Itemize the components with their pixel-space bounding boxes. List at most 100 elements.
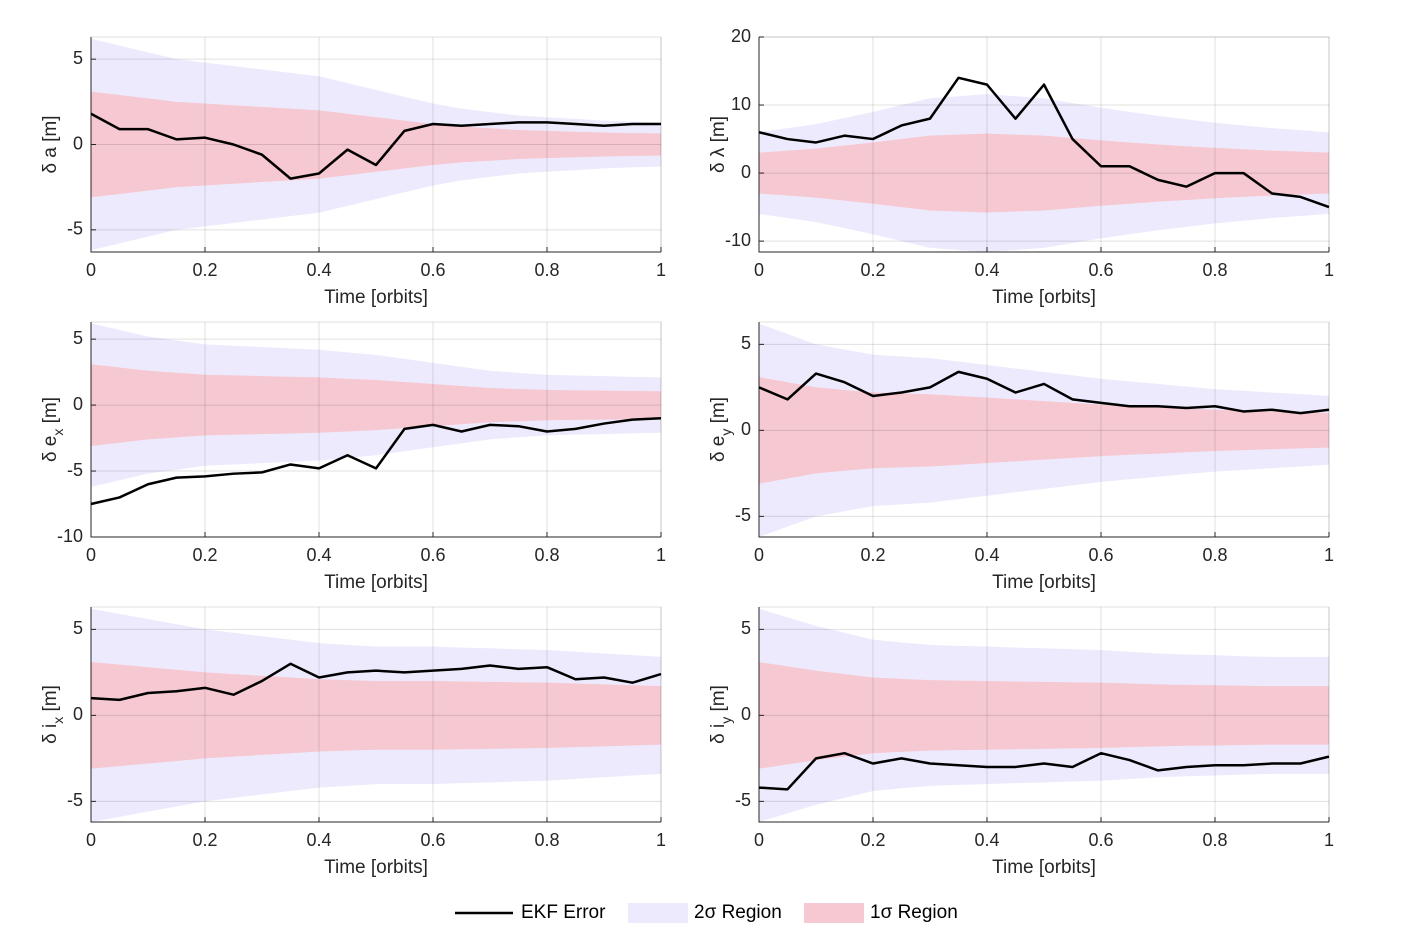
x-tick-label: 0.2 bbox=[860, 830, 885, 850]
x-tick-label: 0.8 bbox=[534, 260, 559, 280]
x-tick-label: 0 bbox=[86, 545, 96, 565]
legend-label: 2σ Region bbox=[694, 902, 782, 923]
legend-label: 1σ Region bbox=[870, 902, 958, 923]
sigma-band bbox=[91, 662, 661, 769]
y-axis-label-part: y bbox=[718, 429, 734, 436]
x-axis-label: Time [orbits] bbox=[992, 857, 1096, 878]
y-axis-label: δ λ [m] bbox=[708, 116, 729, 173]
x-tick-label: 0.2 bbox=[860, 260, 885, 280]
x-tick-label: 0 bbox=[754, 830, 764, 850]
error-line bbox=[758, 751, 1330, 791]
y-axis-label-part: x bbox=[50, 429, 66, 436]
y-axis-label-part: δ λ [m] bbox=[708, 116, 729, 173]
y-axis-label-part: δ a [m] bbox=[40, 115, 61, 173]
y-tick-label: 5 bbox=[73, 618, 83, 638]
y-tick-label: 0 bbox=[73, 133, 83, 153]
x-tick-label: 0.6 bbox=[420, 545, 445, 565]
x-tick-label: 0 bbox=[754, 545, 764, 565]
sigma-band bbox=[759, 662, 1329, 769]
x-tick-label: 0.2 bbox=[192, 545, 217, 565]
axis-line bbox=[90, 37, 661, 253]
axis-box bbox=[91, 321, 662, 537]
x-tick-label: 0.8 bbox=[1202, 830, 1227, 850]
axis-line bbox=[758, 322, 1329, 538]
y-axis-label: δ a [m] bbox=[40, 115, 61, 173]
error-line bbox=[758, 76, 1330, 209]
x-tick-label: 0.8 bbox=[1202, 260, 1227, 280]
y-tick-label: -5 bbox=[67, 219, 83, 239]
y-axis-label-part: x bbox=[50, 717, 66, 724]
x-tick-label: 0.6 bbox=[1088, 260, 1113, 280]
x-tick-label: 0.6 bbox=[420, 830, 445, 850]
legend-patch bbox=[804, 903, 864, 923]
error-line bbox=[90, 112, 661, 180]
legend-label: EKF Error bbox=[521, 902, 606, 923]
axis-box bbox=[759, 321, 1330, 537]
sigma-band bbox=[759, 133, 1329, 213]
y-tick-label: 20 bbox=[731, 26, 751, 46]
x-axis-label: Time [orbits] bbox=[992, 287, 1096, 308]
x-tick-label: 1 bbox=[1324, 260, 1334, 280]
y-axis-label-part: δ i bbox=[40, 724, 61, 744]
x-tick-label: 0.6 bbox=[1088, 830, 1113, 850]
x-tick-label: 0.4 bbox=[974, 830, 999, 850]
y-axis-label: δ ex [m] bbox=[40, 397, 66, 462]
y-tick-label: 5 bbox=[73, 48, 83, 68]
y-axis-label-part: δ e bbox=[40, 436, 61, 462]
error-line bbox=[758, 370, 1330, 415]
x-tick-label: 0.8 bbox=[1202, 545, 1227, 565]
x-tick-label: 0.2 bbox=[192, 260, 217, 280]
axis-line bbox=[90, 322, 661, 538]
y-axis-label-part: δ i bbox=[708, 724, 729, 744]
y-tick-label: -5 bbox=[735, 790, 751, 810]
x-tick-label: 0.4 bbox=[306, 545, 331, 565]
x-tick-label: 1 bbox=[656, 545, 666, 565]
axis-box bbox=[759, 606, 1330, 822]
y-tick-label: -5 bbox=[67, 460, 83, 480]
y-tick-label: 5 bbox=[741, 618, 751, 638]
y-axis-label-part: [m] bbox=[40, 397, 61, 429]
y-tick-label: 5 bbox=[741, 333, 751, 353]
x-tick-label: 0 bbox=[86, 830, 96, 850]
x-tick-label: 0.8 bbox=[534, 830, 559, 850]
sigma-band bbox=[91, 91, 661, 198]
x-tick-label: 1 bbox=[1324, 830, 1334, 850]
y-tick-label: -5 bbox=[735, 505, 751, 525]
x-tick-label: 1 bbox=[656, 260, 666, 280]
y-axis-label: δ iy [m] bbox=[708, 685, 734, 744]
y-tick-label: -5 bbox=[67, 790, 83, 810]
axis-box bbox=[759, 36, 1330, 252]
x-tick-label: 1 bbox=[656, 830, 666, 850]
y-tick-label: 0 bbox=[741, 419, 751, 439]
x-tick-label: 0.4 bbox=[306, 260, 331, 280]
panel: 0 0.2 0.4 0.6 0.8 1 -5 0 5 Time [orbits] δ a [m] bbox=[40, 36, 666, 308]
x-tick-label: 1 bbox=[1324, 545, 1334, 565]
sigma-band bbox=[759, 377, 1329, 484]
y-tick-label: 0 bbox=[73, 704, 83, 724]
y-tick-label: 0 bbox=[741, 162, 751, 182]
sigma-band bbox=[91, 364, 661, 446]
y-axis-label-part: [m] bbox=[708, 397, 729, 429]
y-tick-label: 0 bbox=[741, 704, 751, 724]
x-tick-label: 0.4 bbox=[974, 545, 999, 565]
y-axis-label-part: y bbox=[718, 717, 734, 724]
legend: EKF Error 2σ Region 1σ Region bbox=[455, 902, 958, 923]
y-tick-label: -10 bbox=[725, 230, 751, 250]
y-axis-label-part: [m] bbox=[40, 685, 61, 717]
error-line bbox=[90, 662, 662, 702]
x-tick-label: 0.6 bbox=[1088, 545, 1113, 565]
y-axis-label: δ ey [m] bbox=[708, 397, 734, 462]
axis-line bbox=[758, 607, 1329, 823]
x-tick-label: 0.2 bbox=[192, 830, 217, 850]
y-axis-label: δ ix [m] bbox=[40, 685, 66, 744]
x-tick-label: 0.2 bbox=[860, 545, 885, 565]
axis-box bbox=[91, 606, 662, 822]
y-tick-label: 10 bbox=[731, 94, 751, 114]
x-tick-label: 0.6 bbox=[420, 260, 445, 280]
legend-patch bbox=[628, 903, 688, 923]
error-line bbox=[90, 417, 662, 506]
